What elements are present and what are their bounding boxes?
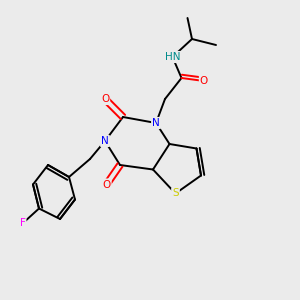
Text: HN: HN	[165, 52, 180, 62]
Text: O: O	[200, 76, 208, 86]
Text: F: F	[20, 218, 26, 229]
Text: O: O	[102, 179, 111, 190]
Text: S: S	[172, 188, 179, 199]
Text: N: N	[152, 118, 160, 128]
Text: N: N	[101, 136, 109, 146]
Text: O: O	[101, 94, 109, 104]
